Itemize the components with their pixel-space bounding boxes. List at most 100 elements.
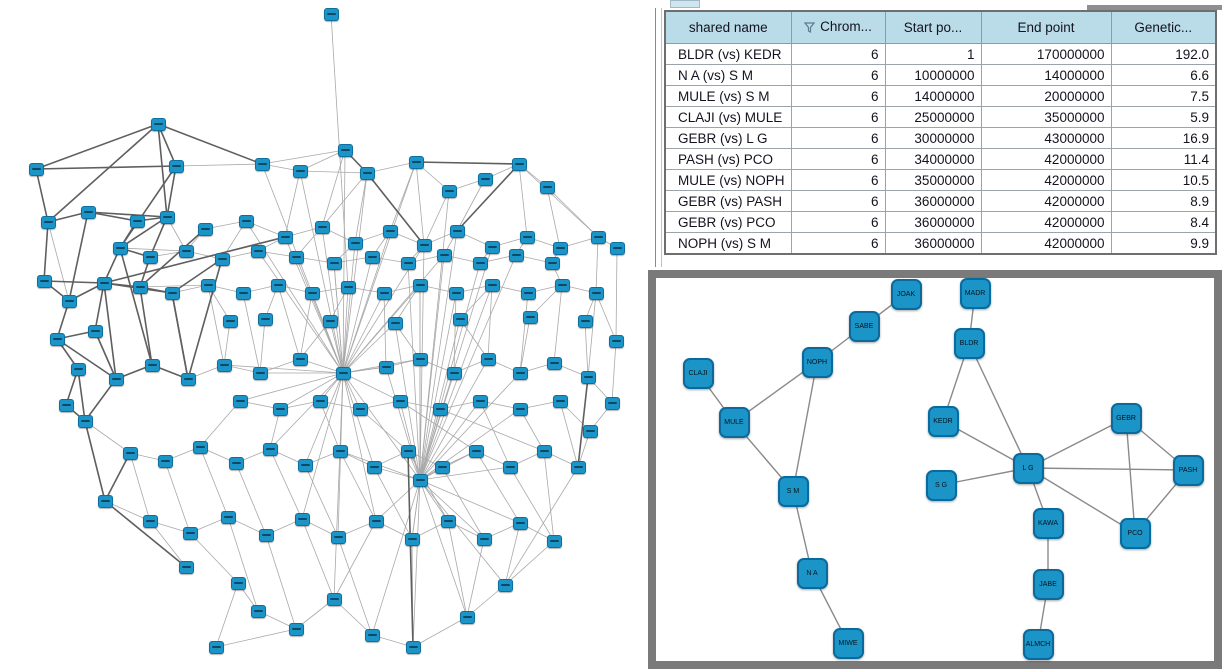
network-node[interactable]	[347, 236, 363, 250]
network-node[interactable]	[337, 143, 353, 157]
edge[interactable]	[265, 534, 297, 630]
network-node[interactable]	[405, 640, 421, 654]
edge[interactable]	[342, 161, 417, 374]
edge[interactable]	[157, 123, 168, 218]
edge[interactable]	[519, 292, 529, 374]
network-node[interactable]	[480, 352, 496, 366]
network-node[interactable]	[608, 334, 624, 348]
table-cell[interactable]: MULE (vs) NOPH	[664, 169, 792, 191]
network-node[interactable]	[258, 528, 274, 542]
edge[interactable]	[277, 284, 301, 360]
edge[interactable]	[299, 292, 313, 360]
table-row[interactable]: PASH (vs) PCO 6 34000000 42000000 11.4	[664, 148, 1217, 170]
edge[interactable]	[419, 254, 445, 481]
table-cell[interactable]: CLAJI (vs) MULE	[664, 106, 792, 128]
table-cell[interactable]: MULE (vs) S M	[664, 85, 792, 107]
network-node[interactable]	[216, 358, 232, 372]
edge[interactable]	[259, 318, 266, 374]
edge[interactable]	[43, 221, 49, 282]
network-node[interactable]	[28, 162, 44, 176]
network-node-jabe[interactable]: JABE	[1032, 568, 1064, 600]
edge[interactable]	[304, 464, 339, 538]
table-row[interactable]: NOPH (vs) S M 6 36000000 42000000 9.9	[664, 232, 1217, 255]
table-cell[interactable]: 34000000	[884, 148, 982, 170]
network-node[interactable]	[277, 230, 293, 244]
network-node[interactable]	[40, 215, 56, 229]
network-node[interactable]	[312, 394, 328, 408]
table-cell[interactable]: 20000000	[980, 85, 1112, 107]
edge[interactable]	[518, 163, 528, 238]
table-cell[interactable]: 6	[790, 190, 886, 212]
network-node[interactable]	[132, 280, 148, 294]
network-node[interactable]	[129, 214, 145, 228]
edge[interactable]	[35, 123, 159, 170]
table-cell[interactable]: 14000000	[884, 85, 982, 107]
network-node[interactable]	[323, 7, 339, 21]
edge[interactable]	[419, 400, 481, 481]
table-cell[interactable]: BLDR (vs) KEDR	[664, 43, 792, 65]
network-node[interactable]	[87, 324, 103, 338]
network-node-noph[interactable]: NOPH	[801, 346, 833, 378]
edge[interactable]	[366, 161, 417, 174]
network-node[interactable]	[368, 514, 384, 528]
edge[interactable]	[447, 520, 468, 618]
edge[interactable]	[419, 466, 511, 481]
network-node[interactable]	[197, 222, 213, 236]
edge[interactable]	[68, 211, 89, 302]
edge[interactable]	[301, 372, 344, 520]
network-node[interactable]	[359, 166, 375, 180]
network-node[interactable]	[570, 460, 586, 474]
edge[interactable]	[342, 284, 421, 374]
network-node-joak[interactable]: JOAK	[890, 278, 922, 310]
table-cell[interactable]: 43000000	[980, 127, 1112, 149]
network-node[interactable]	[366, 460, 382, 474]
edge[interactable]	[84, 420, 106, 502]
edge[interactable]	[284, 170, 301, 238]
network-node[interactable]	[250, 604, 266, 618]
table-cell[interactable]: 36000000	[884, 190, 982, 212]
network-node-miwe[interactable]: MIWE	[832, 627, 864, 659]
edge[interactable]	[235, 462, 267, 536]
network-node[interactable]	[452, 312, 468, 326]
network-node-l-g[interactable]: L G	[1012, 452, 1044, 484]
network-node[interactable]	[340, 280, 356, 294]
edge[interactable]	[35, 168, 49, 223]
edge[interactable]	[546, 186, 561, 249]
edge[interactable]	[333, 372, 344, 600]
network-node[interactable]	[108, 372, 124, 386]
network-node[interactable]	[36, 274, 52, 288]
edge[interactable]	[119, 216, 168, 249]
edge[interactable]	[342, 372, 375, 468]
edge[interactable]	[342, 292, 385, 374]
edge[interactable]	[394, 322, 421, 481]
network-node[interactable]	[180, 372, 196, 386]
edge[interactable]	[175, 163, 263, 167]
network-node[interactable]	[582, 424, 598, 438]
network-node[interactable]	[468, 444, 484, 458]
edge[interactable]	[342, 230, 391, 374]
edge[interactable]	[47, 221, 70, 302]
edge[interactable]	[419, 479, 506, 586]
edge[interactable]	[611, 340, 617, 404]
network-node[interactable]	[539, 180, 555, 194]
edge[interactable]	[411, 479, 421, 540]
edge[interactable]	[456, 178, 486, 232]
edge[interactable]	[419, 284, 493, 481]
edge[interactable]	[439, 408, 545, 452]
table-scrollbar[interactable]	[1087, 5, 1222, 10]
edge[interactable]	[94, 330, 117, 380]
table-cell[interactable]: 11.4	[1110, 148, 1217, 170]
edge[interactable]	[299, 170, 368, 174]
network-node[interactable]	[352, 402, 368, 416]
table-cell[interactable]: 30000000	[884, 127, 982, 149]
edge[interactable]	[342, 149, 346, 374]
network-node[interactable]	[142, 514, 158, 528]
table-cell[interactable]: 1	[884, 43, 982, 65]
network-node[interactable]	[288, 250, 304, 264]
edge[interactable]	[119, 247, 153, 366]
network-node-s-g[interactable]: S G	[925, 469, 957, 501]
edge[interactable]	[559, 400, 579, 468]
network-node[interactable]	[168, 159, 184, 173]
edge[interactable]	[342, 256, 373, 374]
filter-icon[interactable]	[803, 21, 816, 36]
